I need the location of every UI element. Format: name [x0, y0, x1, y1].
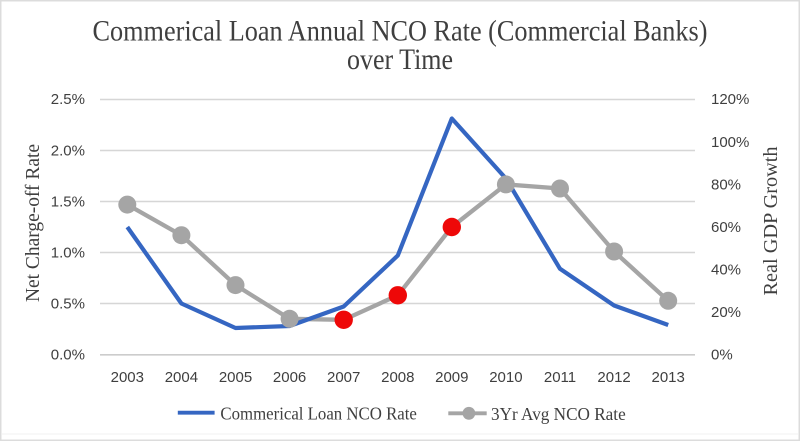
svg-text:0.0%: 0.0% — [51, 347, 85, 364]
svg-text:2008: 2008 — [381, 369, 414, 386]
svg-text:100%: 100% — [711, 134, 749, 151]
svg-text:1.0%: 1.0% — [51, 245, 85, 262]
svg-text:over Time: over Time — [347, 43, 453, 76]
svg-text:2011: 2011 — [544, 369, 576, 386]
svg-text:3Yr Avg NCO Rate: 3Yr Avg NCO Rate — [491, 404, 626, 424]
svg-text:Net Charge-off Rate: Net Charge-off Rate — [22, 144, 44, 302]
svg-text:2005: 2005 — [219, 369, 252, 386]
svg-text:Commerical Loan Annual NCO Rat: Commerical Loan Annual NCO Rate (Commerc… — [93, 15, 708, 48]
svg-text:2012: 2012 — [597, 369, 630, 386]
svg-text:20%: 20% — [711, 304, 741, 321]
svg-text:2003: 2003 — [111, 369, 144, 386]
svg-text:60%: 60% — [711, 219, 741, 236]
svg-text:Commerical Loan NCO Rate: Commerical Loan NCO Rate — [220, 403, 417, 423]
svg-text:2.0%: 2.0% — [51, 142, 85, 159]
svg-text:Real GDP Growth: Real GDP Growth — [760, 147, 782, 296]
svg-text:40%: 40% — [711, 262, 741, 279]
svg-text:2006: 2006 — [273, 369, 306, 386]
svg-text:2009: 2009 — [435, 369, 468, 386]
svg-text:0%: 0% — [711, 347, 733, 364]
svg-text:1.5%: 1.5% — [51, 193, 85, 210]
svg-text:120%: 120% — [711, 91, 749, 108]
svg-text:2.5%: 2.5% — [51, 91, 85, 108]
svg-text:2004: 2004 — [165, 369, 198, 386]
svg-text:2013: 2013 — [652, 369, 685, 386]
svg-text:0.5%: 0.5% — [51, 296, 85, 313]
svg-text:2007: 2007 — [327, 369, 360, 386]
svg-text:2010: 2010 — [489, 369, 522, 386]
svg-text:80%: 80% — [711, 176, 741, 193]
